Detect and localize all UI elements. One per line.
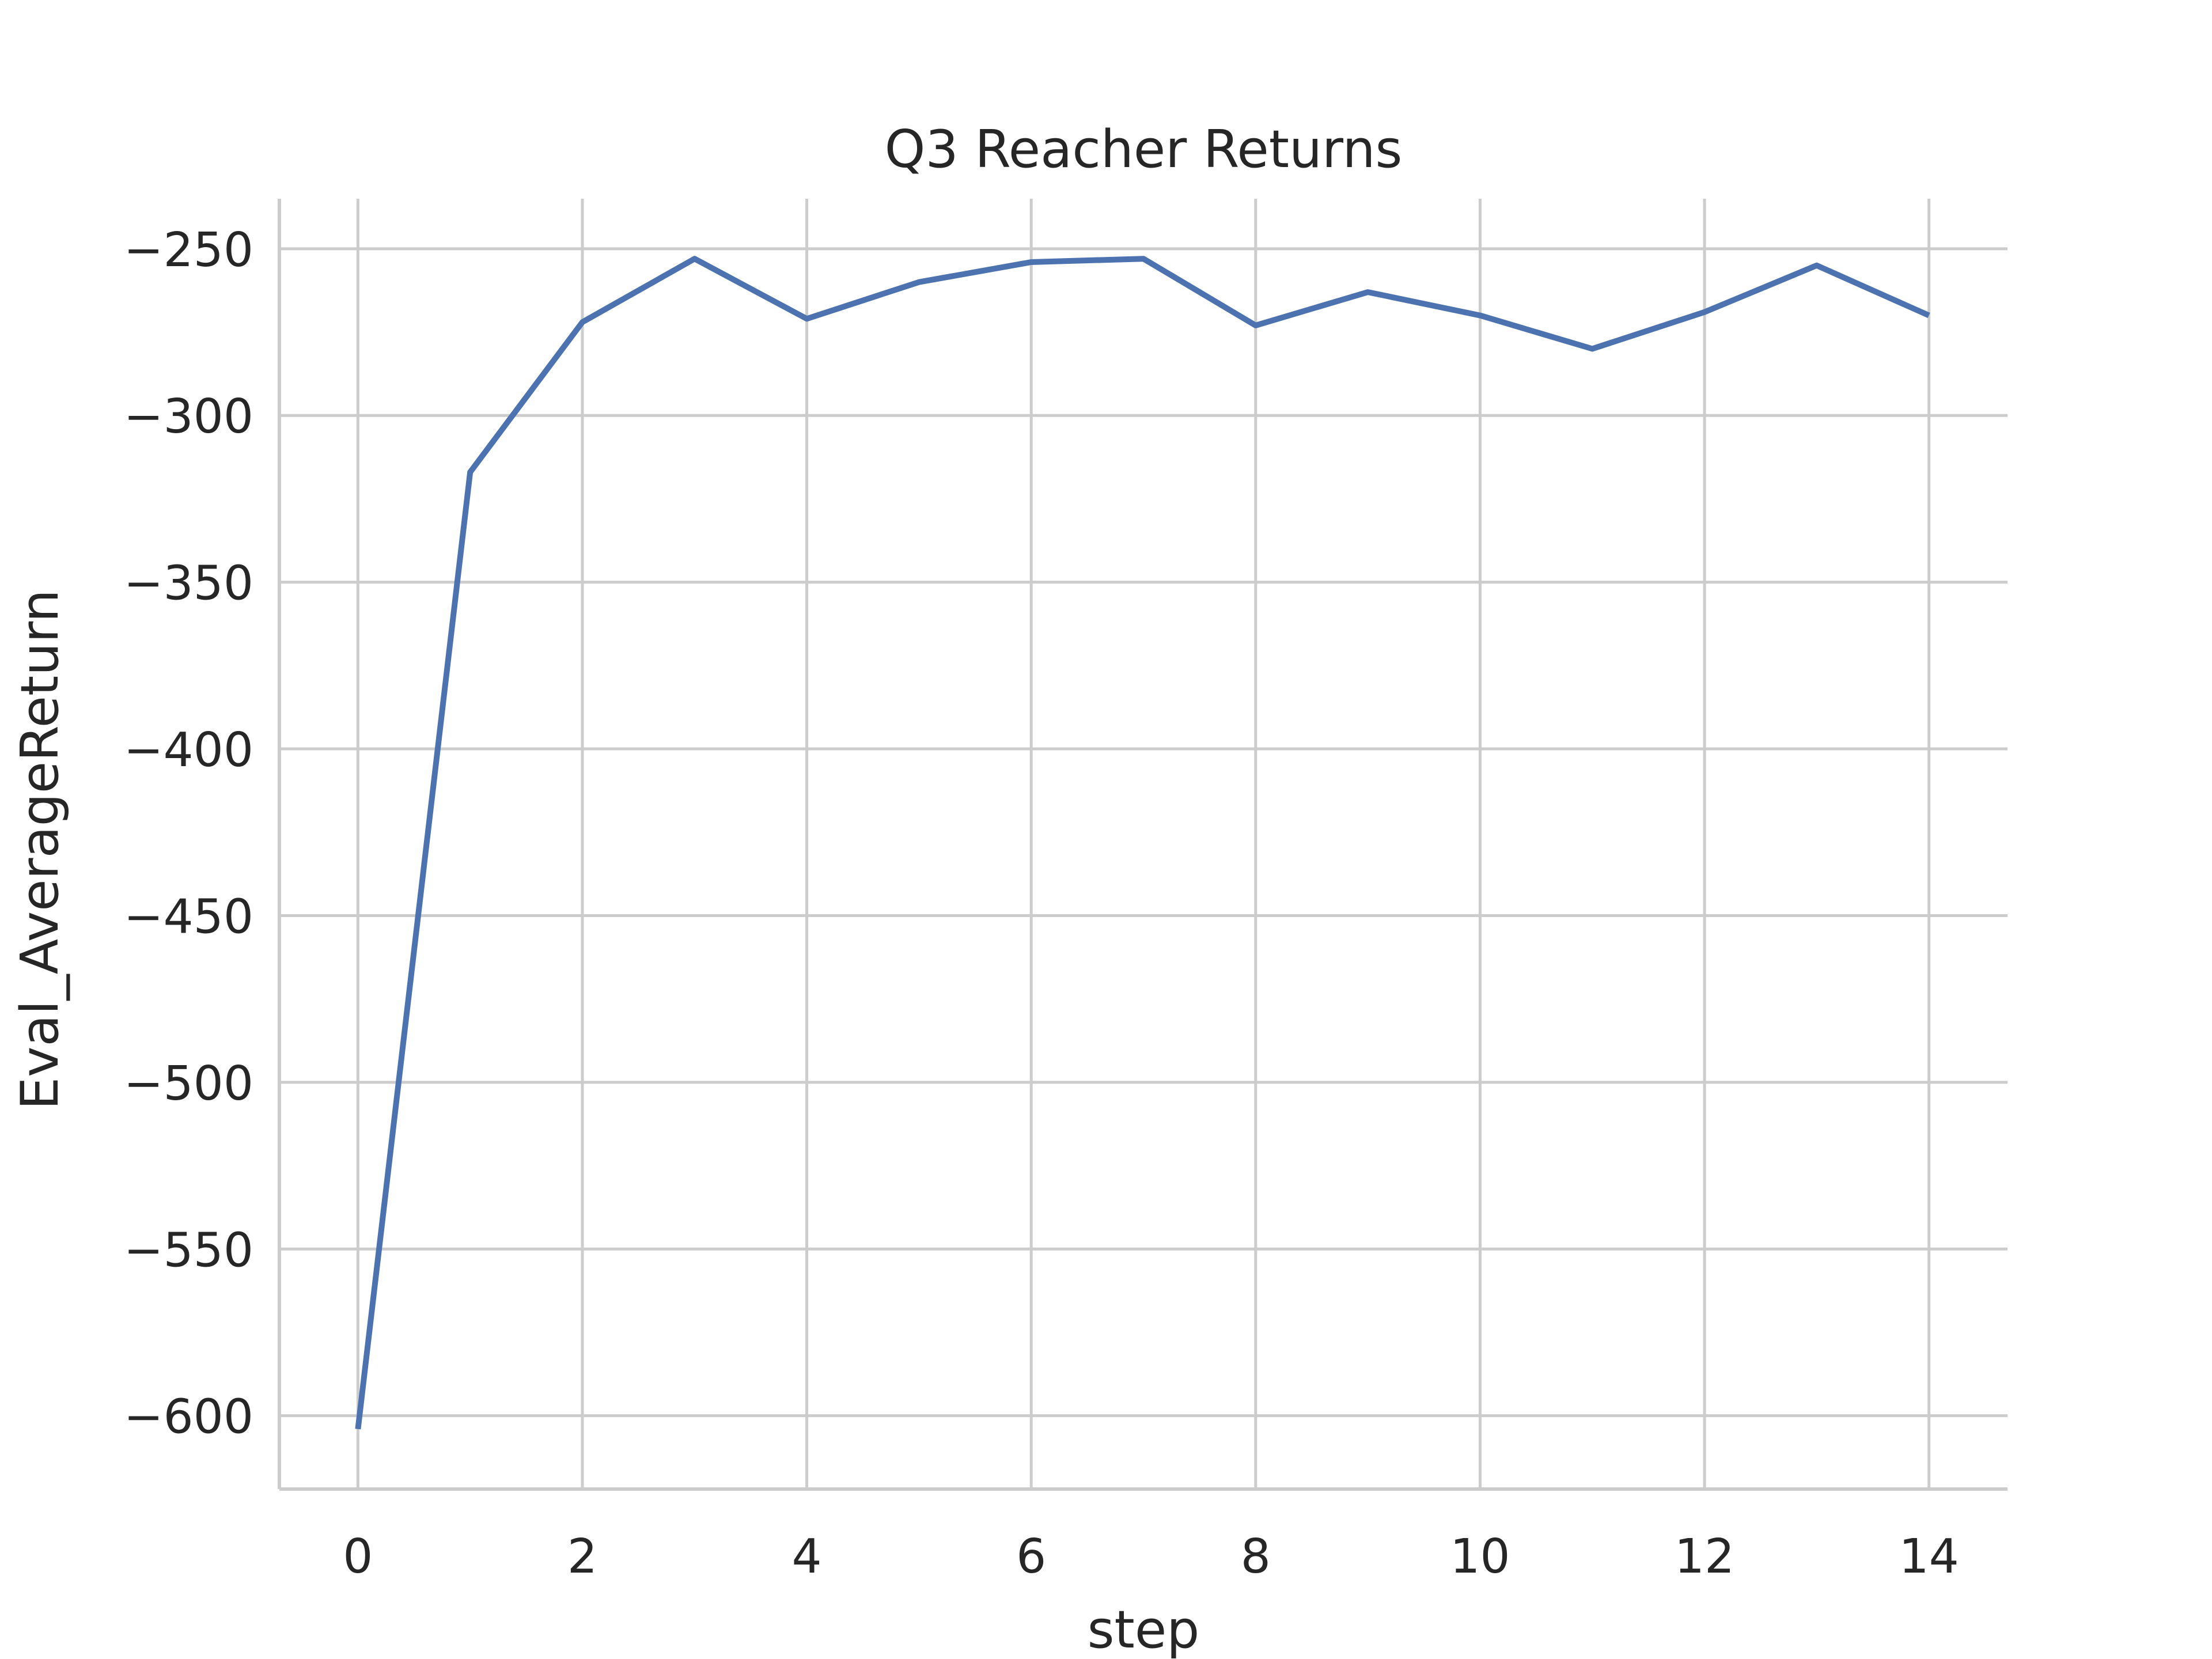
x-tick-label: 2 (567, 1529, 597, 1584)
y-tick-label: −500 (124, 1056, 253, 1111)
x-tick-label: 0 (343, 1529, 373, 1584)
y-gridlines (279, 247, 2008, 1418)
axis-spines (278, 199, 2008, 1491)
x-tick-label: 6 (1016, 1529, 1046, 1584)
x-axis-label: step (1088, 1600, 1200, 1659)
x-tick-label: 14 (1899, 1529, 1959, 1584)
y-axis-label: Eval_AverageReturn (10, 589, 70, 1110)
y-tick-labels: −250 −300 −350 −400 −450 −500 −550 −600 (124, 223, 253, 1445)
y-tick-label: −400 (124, 723, 253, 778)
y-tick-label: −550 (124, 1223, 253, 1278)
x-gridlines (356, 199, 1931, 1489)
x-tick-label: 10 (1450, 1529, 1510, 1584)
x-tick-labels: 0 2 4 6 8 10 12 14 (343, 1529, 1959, 1584)
y-tick-label: −350 (124, 556, 253, 611)
x-tick-label: 12 (1675, 1529, 1734, 1584)
y-tick-label: −300 (124, 389, 253, 444)
y-tick-label: −450 (124, 889, 253, 944)
series-layer (355, 256, 1930, 1430)
y-tick-label: −250 (124, 223, 253, 278)
x-tick-label: 4 (791, 1529, 821, 1584)
x-tick-label: 8 (1241, 1529, 1271, 1584)
series-line-0 (355, 256, 1930, 1430)
y-tick-label: −600 (124, 1390, 253, 1445)
chart-title: Q3 Reacher Returns (885, 119, 1403, 180)
